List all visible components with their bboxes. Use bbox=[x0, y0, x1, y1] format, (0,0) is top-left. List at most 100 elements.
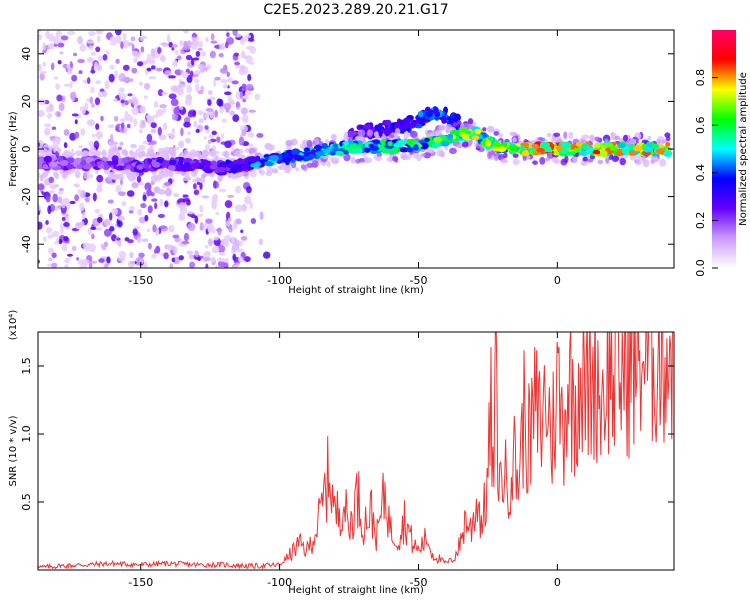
upper-branch-blob bbox=[441, 116, 447, 124]
noise-speckle bbox=[114, 36, 122, 45]
ridge-core bbox=[447, 133, 454, 141]
ridge-halo bbox=[41, 173, 48, 178]
ridge-core bbox=[111, 159, 119, 166]
noise-speckle bbox=[247, 132, 255, 138]
noise-speckle bbox=[207, 90, 213, 95]
ridge-core bbox=[190, 162, 200, 168]
noise-speckle bbox=[129, 78, 134, 82]
y-tick-label: 0 bbox=[20, 146, 33, 153]
noise-speckle bbox=[197, 40, 204, 48]
noise-speckle bbox=[106, 256, 111, 264]
noise-speckle bbox=[220, 67, 228, 74]
noise-speckle bbox=[43, 236, 47, 242]
upper-branch-blob bbox=[414, 124, 423, 129]
noise-speckle bbox=[171, 128, 176, 134]
noise-speckle bbox=[120, 122, 125, 130]
noise-speckle bbox=[70, 148, 75, 153]
ridge-core bbox=[433, 136, 443, 143]
noise-speckle bbox=[244, 34, 251, 39]
ridge-core bbox=[79, 159, 87, 166]
noise-speckle bbox=[95, 227, 103, 231]
noise-speckle bbox=[111, 208, 118, 216]
ridge-halo bbox=[122, 150, 129, 156]
noise-speckle bbox=[128, 210, 134, 214]
noise-speckle bbox=[63, 129, 70, 136]
noise-speckle bbox=[49, 42, 55, 50]
noise-speckle bbox=[59, 39, 64, 43]
noise-speckle bbox=[259, 211, 264, 220]
noise-speckle bbox=[235, 101, 240, 108]
noise-speckle bbox=[38, 204, 41, 212]
noise-speckle bbox=[79, 265, 83, 268]
ridge-halo bbox=[586, 158, 594, 163]
noise-speckle bbox=[157, 47, 162, 55]
ridge-core bbox=[532, 143, 539, 150]
ridge-core bbox=[371, 139, 381, 145]
ridge-core bbox=[43, 155, 52, 163]
noise-speckle bbox=[209, 50, 216, 59]
upper-branch-blob bbox=[378, 122, 384, 127]
ridge-halo bbox=[659, 158, 667, 167]
noise-speckle bbox=[86, 40, 95, 44]
ridge-halo bbox=[647, 135, 652, 141]
noise-speckle bbox=[69, 200, 76, 205]
ridge-halo bbox=[619, 158, 627, 166]
ridge-halo bbox=[581, 160, 587, 166]
ridge-halo bbox=[568, 131, 574, 140]
noise-speckle bbox=[197, 109, 204, 116]
ridge-core bbox=[520, 146, 526, 151]
noise-speckle bbox=[151, 55, 156, 60]
x-tick-label: 0 bbox=[554, 274, 561, 287]
noise-speckle bbox=[146, 228, 151, 232]
ridge-halo bbox=[46, 149, 52, 155]
noise-speckle bbox=[140, 46, 145, 53]
noise-speckle bbox=[141, 238, 149, 242]
ridge-core bbox=[509, 144, 518, 152]
ridge-halo bbox=[217, 174, 223, 182]
noise-speckle bbox=[240, 236, 248, 241]
noise-speckle bbox=[76, 257, 80, 261]
ridge-halo bbox=[295, 167, 300, 172]
ridge-halo bbox=[259, 169, 266, 176]
noise-speckle bbox=[117, 215, 125, 221]
x-tick-label: -50 bbox=[410, 576, 428, 589]
upper-branch-blob bbox=[418, 110, 424, 118]
noise-speckle bbox=[217, 244, 226, 254]
ridge-halo bbox=[89, 146, 96, 153]
ridge-core bbox=[42, 164, 49, 170]
colorbar-tick-label: 0.4 bbox=[694, 164, 707, 182]
noise-speckle bbox=[150, 128, 157, 134]
noise-speckle bbox=[88, 30, 96, 37]
spectrogram-xlabel: Height of straight line (km) bbox=[288, 285, 424, 296]
noise-speckle bbox=[198, 118, 204, 124]
y-tick-label: -40 bbox=[20, 235, 33, 253]
noise-speckle bbox=[209, 111, 214, 119]
noise-speckle bbox=[210, 257, 216, 263]
noise-speckle bbox=[142, 194, 147, 202]
noise-speckle bbox=[203, 136, 207, 140]
noise-speckle bbox=[153, 100, 159, 109]
noise-speckle bbox=[171, 113, 179, 121]
noise-speckle bbox=[202, 222, 208, 231]
noise-speckle bbox=[241, 50, 246, 59]
ridge-halo bbox=[436, 148, 445, 157]
snr-xlabel: Height of straight line (km) bbox=[288, 585, 424, 596]
noise-speckle bbox=[238, 136, 245, 146]
noise-speckle bbox=[224, 200, 233, 209]
noise-speckle bbox=[95, 80, 102, 85]
colorbar-tick-label: 0.8 bbox=[694, 69, 707, 87]
noise-speckle bbox=[196, 213, 204, 217]
noise-speckle bbox=[81, 211, 86, 220]
noise-speckle bbox=[208, 134, 214, 139]
noise-speckle bbox=[216, 136, 221, 143]
noise-speckle bbox=[176, 55, 182, 61]
noise-speckle bbox=[193, 189, 200, 196]
noise-speckle bbox=[108, 73, 115, 83]
ridge-core bbox=[74, 157, 82, 164]
ridge-halo bbox=[605, 156, 610, 164]
noise-speckle bbox=[87, 120, 96, 127]
noise-speckle bbox=[42, 49, 46, 54]
noise-speckle bbox=[120, 41, 124, 50]
noise-speckle bbox=[199, 204, 204, 213]
ridge-halo bbox=[311, 160, 319, 168]
